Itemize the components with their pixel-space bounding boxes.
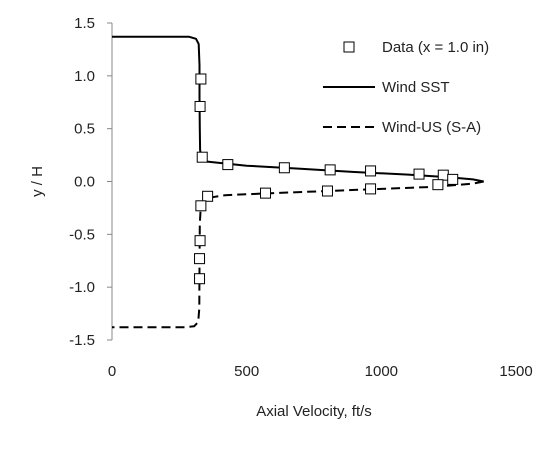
data-point <box>194 273 206 285</box>
x-axis-title: Axial Velocity, ft/s <box>256 403 372 420</box>
data-point <box>321 185 333 197</box>
y-tick-label: 1.0 <box>74 68 95 85</box>
y-tick-label: 1.5 <box>74 15 95 32</box>
data-point <box>196 151 208 163</box>
data-point <box>432 179 444 191</box>
data-point <box>437 169 449 181</box>
data-point <box>222 159 234 171</box>
x-tick-label: 1000 <box>365 363 398 380</box>
series-layer <box>112 35 484 329</box>
y-tick-label: -1.0 <box>69 279 95 296</box>
y-tick-label: -1.5 <box>69 332 95 349</box>
legend-label: Data (x = 1.0 in) <box>382 39 489 56</box>
data-point <box>447 173 459 185</box>
data-point <box>195 73 207 85</box>
y-tick-label: 0.5 <box>74 121 95 138</box>
data-point <box>278 162 290 174</box>
data-point <box>324 164 336 176</box>
series-line-wind-us-s-a <box>112 180 484 329</box>
legend-layer: Data (x = 1.0 in) Wind SST Wind-US (S-A) <box>323 39 489 136</box>
axes-layer: 1.5 1.0 0.5 0.0 -0.5 -1.0 -1.5 0 500 1000 1500 <box>69 15 533 380</box>
x-tick-label: 500 <box>234 363 259 380</box>
x-tick-label: 1500 <box>499 363 532 380</box>
y-axis-title: y / H <box>29 166 46 197</box>
data-point <box>194 235 206 247</box>
x-tick-label: 0 <box>108 363 116 380</box>
y-tick-label: -0.5 <box>69 226 95 243</box>
legend-label: Wind-US (S-A) <box>382 119 481 136</box>
data-point <box>195 200 207 212</box>
data-point <box>413 168 425 180</box>
data-point <box>194 100 206 112</box>
data-point <box>194 253 206 265</box>
data-point <box>365 165 377 177</box>
series-line-wind-sst <box>112 35 484 183</box>
data-point <box>260 187 272 199</box>
legend-label: Wind SST <box>382 79 450 96</box>
data-point <box>202 190 214 202</box>
y-tick-label: 0.0 <box>74 174 95 191</box>
legend-marker-data <box>343 41 355 53</box>
data-point <box>365 183 377 195</box>
